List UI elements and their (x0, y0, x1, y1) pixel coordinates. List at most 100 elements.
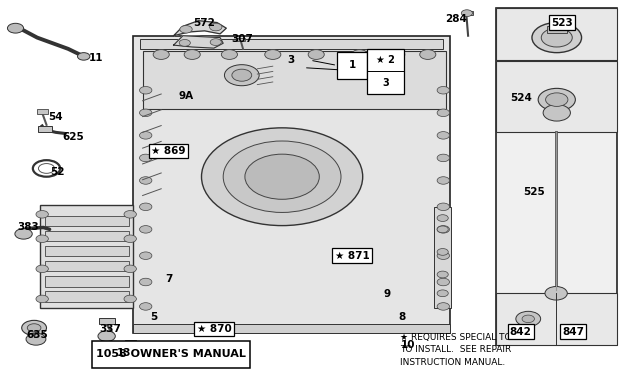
Bar (45, 261, 129, 271)
Circle shape (546, 93, 568, 106)
Text: 524: 524 (510, 93, 532, 103)
Text: 7: 7 (165, 274, 172, 284)
Circle shape (224, 65, 259, 86)
Bar (462, 11, 473, 15)
Bar (496, 8, 617, 345)
Circle shape (140, 177, 152, 184)
Bar (434, 207, 451, 308)
Circle shape (389, 50, 405, 59)
Bar (45, 231, 129, 241)
Circle shape (223, 141, 341, 212)
Circle shape (7, 23, 24, 33)
Circle shape (221, 50, 237, 59)
Bar (37, 109, 48, 114)
Circle shape (140, 278, 152, 286)
Text: ★ 2: ★ 2 (376, 55, 395, 65)
Text: 5: 5 (150, 312, 157, 321)
Circle shape (184, 50, 200, 59)
Circle shape (22, 320, 46, 335)
Bar (40, 205, 133, 308)
Circle shape (532, 23, 582, 53)
Text: 52: 52 (50, 167, 64, 177)
Circle shape (15, 229, 32, 239)
Circle shape (538, 88, 575, 111)
Bar (133, 324, 450, 333)
Circle shape (140, 303, 152, 310)
Text: 525: 525 (523, 187, 546, 197)
Circle shape (437, 249, 448, 255)
Bar (236, 38, 245, 41)
Circle shape (437, 278, 450, 286)
Circle shape (202, 128, 363, 226)
Circle shape (437, 252, 450, 259)
Text: 1: 1 (348, 61, 356, 70)
Circle shape (545, 287, 567, 300)
Text: 9: 9 (384, 289, 391, 299)
Circle shape (265, 50, 281, 59)
Bar (337, 52, 367, 79)
Text: 383: 383 (17, 223, 39, 232)
Circle shape (124, 235, 136, 243)
Polygon shape (174, 36, 223, 48)
Bar (125, 340, 136, 344)
Bar (496, 293, 617, 345)
Bar (45, 291, 129, 302)
Circle shape (78, 53, 90, 60)
Bar (38, 126, 52, 132)
Text: ★ 869: ★ 869 (151, 146, 186, 156)
Circle shape (437, 177, 450, 184)
Circle shape (36, 235, 48, 243)
Text: 3: 3 (383, 78, 389, 88)
Circle shape (232, 69, 252, 81)
Circle shape (140, 252, 152, 259)
Bar (133, 36, 450, 333)
Bar (99, 318, 115, 324)
Circle shape (352, 50, 368, 59)
Circle shape (179, 39, 190, 46)
Text: 625: 625 (62, 132, 84, 142)
Circle shape (140, 109, 152, 117)
Circle shape (140, 86, 152, 94)
Circle shape (245, 154, 319, 199)
Bar (45, 216, 129, 226)
Circle shape (124, 211, 136, 218)
Text: 307: 307 (231, 35, 253, 44)
Circle shape (437, 132, 450, 139)
Text: 337: 337 (99, 324, 122, 334)
Text: 9A: 9A (179, 91, 193, 101)
Text: ★ 870: ★ 870 (197, 324, 231, 334)
Circle shape (36, 295, 48, 303)
Circle shape (140, 132, 152, 139)
Circle shape (516, 311, 541, 326)
Text: 1058 OWNER'S MANUAL: 1058 OWNER'S MANUAL (96, 349, 246, 359)
Circle shape (437, 109, 450, 117)
Bar (140, 39, 443, 49)
Circle shape (522, 315, 534, 323)
Text: 13: 13 (117, 348, 131, 358)
Text: 54: 54 (48, 112, 63, 121)
Bar (143, 51, 446, 109)
Bar (496, 61, 617, 132)
Circle shape (210, 39, 221, 45)
Circle shape (180, 26, 192, 33)
Circle shape (140, 226, 152, 233)
Circle shape (140, 154, 152, 162)
Circle shape (437, 303, 450, 310)
Circle shape (437, 226, 450, 233)
Circle shape (437, 271, 448, 278)
Circle shape (437, 154, 450, 162)
Circle shape (437, 203, 450, 211)
Text: eReplacementParts.com: eReplacementParts.com (185, 195, 329, 208)
Circle shape (36, 211, 48, 218)
Circle shape (543, 105, 570, 121)
Text: 3: 3 (288, 55, 295, 65)
Circle shape (420, 50, 436, 59)
Bar (45, 276, 129, 287)
Circle shape (437, 290, 448, 297)
Circle shape (140, 203, 152, 211)
Text: 523: 523 (551, 18, 573, 27)
Text: 10: 10 (401, 340, 415, 350)
Bar (45, 246, 129, 256)
Text: 572: 572 (193, 18, 216, 27)
Text: ★ 871: ★ 871 (335, 251, 370, 261)
